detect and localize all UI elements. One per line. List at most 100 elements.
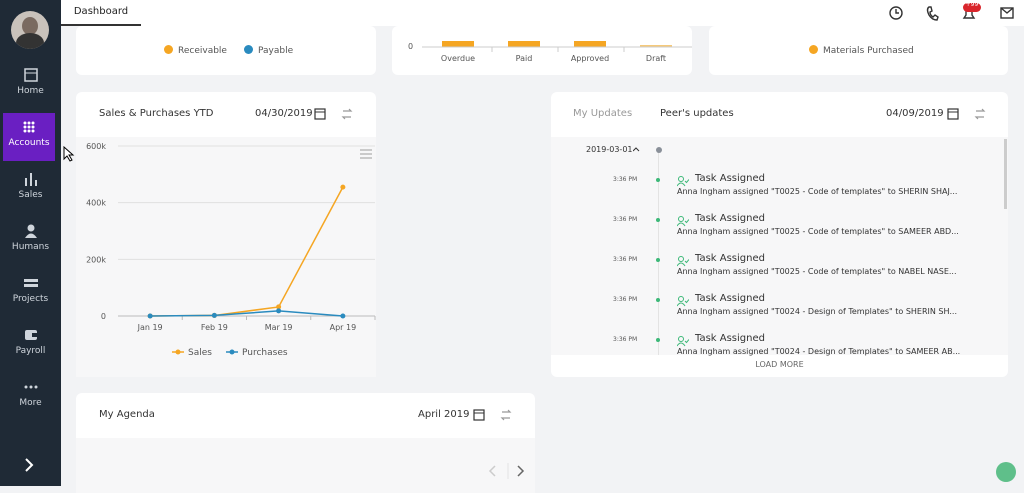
menu-icon[interactable] <box>360 149 372 159</box>
icon <box>676 256 690 267</box>
card-actions[interactable] <box>472 408 512 422</box>
item-icon <box>676 252 690 267</box>
scrollbar <box>1004 139 1007 209</box>
card-actions[interactable] <box>313 107 353 121</box>
legend-label: Sales <box>188 348 212 358</box>
card-title: My Agenda <box>99 409 155 420</box>
category-label: Overdue <box>440 54 476 63</box>
point <box>340 313 346 319</box>
materials-card: Materials Purchased <box>709 26 1008 75</box>
item-icon <box>676 332 690 347</box>
chart-area <box>76 137 376 377</box>
item-time: 3:36 PM <box>613 216 638 223</box>
nav-label: Home <box>17 86 44 96</box>
y-tick-label: 400k <box>86 199 106 208</box>
legend-label: Purchases <box>242 348 288 358</box>
item-title: Task Assigned <box>695 293 765 304</box>
item-icon <box>676 292 690 307</box>
item-dot <box>656 178 660 182</box>
bar-stubs <box>422 41 692 52</box>
x-tick-label: Feb 19 <box>201 323 228 332</box>
axis-label: 0 <box>408 42 414 51</box>
card-title: Sales & Purchases YTD <box>99 108 214 119</box>
tab-my-updates[interactable]: My Updates <box>573 108 633 119</box>
category-label: Paid <box>515 54 533 63</box>
icon <box>24 385 37 389</box>
item-text: Anna Ingham assigned "T0025 - Code of te… <box>677 267 957 276</box>
nav-projects[interactable]: Projects <box>0 276 61 304</box>
nav-label: More <box>19 398 42 408</box>
cursor <box>63 146 75 162</box>
item-icon <box>676 172 690 187</box>
top-bar: Dashboard +99 <box>61 0 1024 26</box>
nav-label: Sales <box>18 190 43 200</box>
group-marker <box>633 147 662 153</box>
y-tick-label: 600k <box>86 142 106 151</box>
icon <box>24 330 37 340</box>
x-tick-label: Jan 19 <box>137 323 163 332</box>
item-text: Anna Ingham assigned "T0025 - Code of te… <box>677 227 959 236</box>
nav-more[interactable]: More <box>0 380 61 408</box>
notification-badge: +99 <box>965 1 979 8</box>
item-time: 3:36 PM <box>613 336 638 343</box>
agenda-card: My Agenda April 2019 <box>76 393 535 493</box>
item-time: 3:36 PM <box>613 176 638 183</box>
point <box>276 308 282 314</box>
x-tick-label: Apr 19 <box>330 323 357 332</box>
icon <box>24 173 37 186</box>
nav-label: Humans <box>11 242 50 252</box>
receivables-card: Receivable Payable <box>76 26 376 75</box>
item-text: Anna Ingham assigned "T0024 - Design of … <box>677 307 957 316</box>
item-text: Anna Ingham assigned "T0024 - Design of … <box>677 347 961 356</box>
category-label: Approved <box>570 54 610 63</box>
nav-label: Projects <box>12 294 49 304</box>
nav-accounts[interactable]: Accounts <box>3 113 55 161</box>
nav-label: Payroll <box>15 346 46 356</box>
legend-item: Payable <box>244 45 293 56</box>
icon <box>676 336 690 347</box>
top-icons <box>889 3 1014 21</box>
sales-card: Sales & Purchases YTD 04/30/2019 <box>76 92 376 377</box>
item-dot <box>656 258 660 262</box>
y-tick-label: 200k <box>86 255 106 264</box>
item-dot <box>656 338 660 342</box>
pager[interactable] <box>480 463 530 479</box>
card-date: 04/30/2019 <box>255 108 313 119</box>
icon <box>24 224 37 238</box>
sidebar: Home Accounts Sales Humans Projects Payr… <box>0 0 61 486</box>
bills-card: 0 Overdue Paid Approved Draft <box>392 26 692 75</box>
load-more[interactable]: LOAD MORE <box>755 360 804 369</box>
nav-label: Accounts <box>8 138 50 148</box>
nav-sales[interactable]: Sales <box>0 172 61 200</box>
tab-dashboard[interactable]: Dashboard <box>61 0 141 26</box>
expand-button[interactable] <box>22 458 36 472</box>
timeline <box>551 137 1008 355</box>
agenda-body <box>76 438 535 493</box>
legend-swatch <box>229 349 235 355</box>
icon <box>23 121 35 133</box>
legend-item: Materials Purchased <box>809 45 914 56</box>
card-actions[interactable] <box>946 107 986 121</box>
nav-payroll[interactable]: Payroll <box>0 328 61 356</box>
point <box>147 313 153 319</box>
tab-peer-updates[interactable]: Peer's updates <box>660 108 734 119</box>
y-tick-label: 0 <box>101 312 106 321</box>
point <box>276 304 282 310</box>
card-date: 04/09/2019 <box>886 108 944 119</box>
legend-label: Receivable <box>178 46 227 56</box>
icon <box>676 296 690 307</box>
legend-label: Payable <box>258 46 294 56</box>
item-time: 3:36 PM <box>613 296 638 303</box>
group-date[interactable]: 2019-03-01 <box>586 145 633 154</box>
avatar[interactable] <box>11 11 49 49</box>
x-tick-label: Mar 19 <box>265 323 293 332</box>
nav-humans[interactable]: Humans <box>0 224 61 252</box>
legend-label: Materials Purchased <box>823 46 914 56</box>
item-dot <box>656 218 660 222</box>
icon <box>23 279 38 287</box>
chat-button[interactable] <box>996 462 1016 482</box>
icon <box>676 176 690 187</box>
series-line <box>150 310 343 317</box>
nav-home[interactable]: Home <box>0 68 61 96</box>
legend-swatch <box>175 349 181 355</box>
